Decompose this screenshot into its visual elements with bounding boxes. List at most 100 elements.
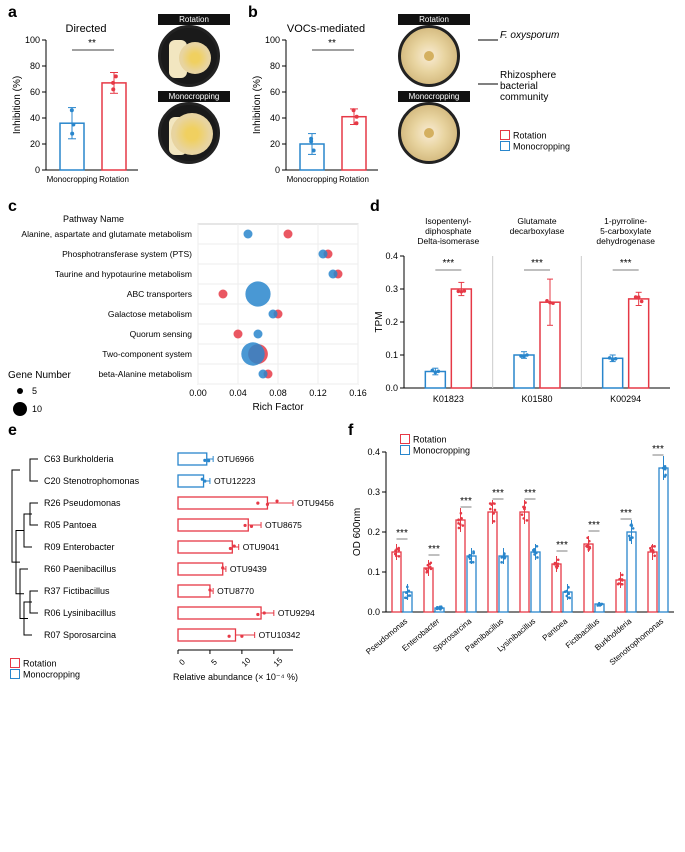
svg-text:OTU9294: OTU9294	[278, 608, 315, 618]
svg-text:20: 20	[30, 139, 40, 149]
svg-text:Taurine and hypotaurine metabo: Taurine and hypotaurine metabolism	[55, 269, 192, 279]
panel-a-label: a	[8, 4, 148, 22]
svg-text:Monocropping: Monocropping	[287, 175, 338, 184]
svg-text:0.12: 0.12	[309, 388, 327, 398]
svg-text:0.3: 0.3	[385, 284, 398, 294]
svg-text:Stenotrophomonas: Stenotrophomonas	[608, 617, 666, 667]
svg-text:5-carboxylate: 5-carboxylate	[600, 226, 651, 236]
svg-text:OTU10342: OTU10342	[259, 630, 301, 640]
svg-text:Alanine, aspartate and glutama: Alanine, aspartate and glutamate metabol…	[21, 229, 192, 239]
svg-text:R09 Enterobacter: R09 Enterobacter	[44, 542, 115, 552]
panel-c-size-legend: Gene Number 5 10	[8, 370, 71, 424]
svg-text:dehydrogenase: dehydrogenase	[596, 236, 655, 246]
svg-text:80: 80	[30, 61, 40, 71]
svg-text:K01823: K01823	[433, 394, 464, 404]
svg-text:Rotation: Rotation	[339, 175, 369, 184]
svg-text:R60 Paenibacillus: R60 Paenibacillus	[44, 564, 117, 574]
panel-a-title: Directed	[66, 23, 107, 35]
svg-text:0.4: 0.4	[367, 447, 380, 457]
svg-text:decarboxylase: decarboxylase	[510, 226, 565, 236]
svg-text:TPM: TPM	[374, 311, 385, 332]
svg-text:**: **	[328, 38, 336, 49]
svg-text:OTU8770: OTU8770	[217, 586, 254, 596]
svg-text:Relative abundance (× 10⁻⁴ %): Relative abundance (× 10⁻⁴ %)	[173, 672, 298, 682]
panel-b-label: b	[248, 4, 388, 22]
panel-d-chart: 0.00.10.20.30.4TPMIsopentenyl-diphosphat…	[370, 216, 680, 416]
svg-text:OTU9456: OTU9456	[297, 498, 334, 508]
svg-text:R07 Sporosarcina: R07 Sporosarcina	[44, 630, 116, 640]
svg-text:Delta-isomerase: Delta-isomerase	[417, 236, 479, 246]
panel-f-chart: 0.00.10.20.30.4OD 600nm***Pseudomonas***…	[348, 440, 683, 710]
svg-text:Two-component system: Two-component system	[102, 349, 192, 359]
svg-text:**: **	[88, 38, 96, 49]
panel-b-petri: Rotation Monocropping	[398, 14, 470, 164]
svg-text:Phosphotransferase system (PTS: Phosphotransferase system (PTS)	[62, 249, 192, 259]
panel-b: b VOCs-mediated 020406080100Inhibition (…	[248, 4, 388, 195]
svg-text:OD 600nm: OD 600nm	[352, 508, 363, 556]
svg-text:Rich Factor: Rich Factor	[252, 402, 304, 413]
svg-text:60: 60	[30, 87, 40, 97]
svg-text:Galactose metabolism: Galactose metabolism	[108, 309, 192, 319]
svg-text:***: ***	[652, 444, 664, 455]
panel-e: e C63 BurkholderiaOTU6966C20 Stenotropho…	[8, 422, 348, 693]
svg-text:Glutamate: Glutamate	[517, 216, 556, 226]
svg-text:Pantoea: Pantoea	[541, 616, 570, 642]
svg-text:R26 Pseudomonas: R26 Pseudomonas	[44, 498, 121, 508]
svg-text:0: 0	[275, 165, 280, 175]
svg-text:40: 40	[270, 113, 280, 123]
svg-text:0.0: 0.0	[367, 607, 380, 617]
panel-f: f 0.00.10.20.30.4OD 600nm***Pseudomonas*…	[348, 422, 683, 713]
svg-text:OTU9439: OTU9439	[230, 564, 267, 574]
panel-f-legend: Rotation Monocropping	[400, 434, 470, 456]
svg-text:***: ***	[531, 258, 543, 269]
svg-text:0.08: 0.08	[269, 388, 287, 398]
svg-text:beta-Alanine metabolism: beta-Alanine metabolism	[98, 369, 192, 379]
svg-text:***: ***	[524, 488, 536, 499]
svg-text:10: 10	[240, 656, 253, 669]
svg-text:0.2: 0.2	[367, 527, 380, 537]
annot-rhizo: Rhizosphere bacterial community	[500, 70, 556, 103]
svg-text:ABC transporters: ABC transporters	[127, 289, 192, 299]
svg-text:***: ***	[620, 258, 632, 269]
panel-d: d 0.00.10.20.30.4TPMIsopentenyl-diphosph…	[370, 198, 680, 419]
panel-e-legend: Rotation Monocropping	[10, 658, 80, 680]
svg-text:OTU9041: OTU9041	[243, 542, 280, 552]
svg-text:OTU6966: OTU6966	[217, 454, 254, 464]
svg-text:Pseudomonas: Pseudomonas	[364, 617, 409, 657]
svg-text:0.2: 0.2	[385, 317, 398, 327]
svg-text:5: 5	[209, 657, 219, 667]
svg-text:0: 0	[35, 165, 40, 175]
svg-text:C63 Burkholderia: C63 Burkholderia	[44, 454, 114, 464]
svg-text:0.0: 0.0	[385, 383, 398, 393]
panel-a: a Directed 020406080100Inhibition (%)Mon…	[8, 4, 148, 195]
svg-text:40: 40	[30, 113, 40, 123]
svg-text:R06 Lysinibacillus: R06 Lysinibacillus	[44, 608, 116, 618]
svg-text:***: ***	[620, 508, 632, 519]
svg-text:20: 20	[270, 139, 280, 149]
svg-text:5: 5	[32, 386, 37, 396]
svg-text:Isopentenyl-: Isopentenyl-	[425, 216, 471, 226]
svg-text:0.1: 0.1	[385, 350, 398, 360]
svg-text:OTU12223: OTU12223	[214, 476, 256, 486]
svg-text:60: 60	[270, 87, 280, 97]
svg-text:***: ***	[428, 544, 440, 555]
svg-text:K00294: K00294	[610, 394, 641, 404]
svg-text:0.16: 0.16	[349, 388, 367, 398]
svg-text:K01580: K01580	[521, 394, 552, 404]
svg-text:0.4: 0.4	[385, 251, 398, 261]
svg-text:Inhibition (%): Inhibition (%)	[12, 76, 23, 134]
svg-text:80: 80	[270, 61, 280, 71]
svg-text:Rotation: Rotation	[99, 175, 129, 184]
svg-text:C20 Stenotrophomonas: C20 Stenotrophomonas	[44, 476, 140, 486]
svg-text:100: 100	[265, 35, 280, 45]
panel-a-chart: Directed 020406080100Inhibition (%)Monoc…	[8, 22, 148, 192]
svg-text:Monocropping: Monocropping	[47, 175, 98, 184]
panel-b-legend: Rotation Monocropping	[500, 130, 570, 152]
svg-text:0.04: 0.04	[229, 388, 247, 398]
svg-text:R05 Pantoea: R05 Pantoea	[44, 520, 97, 530]
svg-text:10: 10	[32, 404, 42, 414]
svg-text:***: ***	[492, 488, 504, 499]
svg-text:***: ***	[460, 496, 472, 507]
svg-text:***: ***	[556, 540, 568, 551]
svg-text:***: ***	[396, 528, 408, 539]
